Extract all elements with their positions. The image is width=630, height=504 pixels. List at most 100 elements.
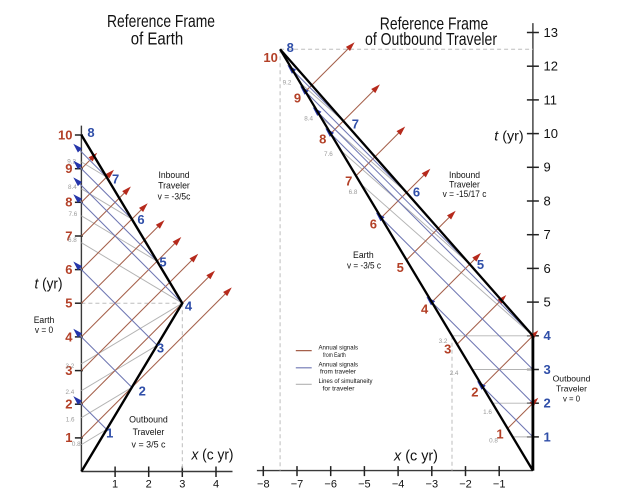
svg-text:−8: −8 [257,479,270,491]
svg-text:8: 8 [87,125,94,140]
svg-text:t (yr): t (yr) [35,277,63,293]
svg-text:−4: −4 [392,479,405,491]
svg-text:of Outbound Traveler: of Outbound Traveler [365,29,497,49]
svg-text:4: 4 [213,479,219,491]
svg-text:2.4: 2.4 [450,370,459,377]
svg-text:v = 0: v = 0 [35,325,53,336]
svg-text:−3: −3 [426,479,439,491]
svg-text:Inbound: Inbound [449,170,480,180]
svg-text:6: 6 [544,261,551,276]
svg-text:9.2: 9.2 [283,79,292,86]
svg-text:from Earth: from Earth [323,352,346,359]
svg-text:2.4: 2.4 [66,389,75,396]
svg-text:t (yr): t (yr) [494,128,523,144]
svg-text:8.4: 8.4 [68,184,77,191]
svg-text:7: 7 [345,174,352,189]
svg-text:x (c yr): x (c yr) [393,449,438,465]
svg-text:−2: −2 [459,479,472,491]
svg-text:Traveler: Traveler [449,180,480,190]
svg-text:Earth: Earth [353,250,374,261]
svg-text:1: 1 [544,429,551,444]
svg-text:of Earth: of Earth [131,29,184,49]
svg-text:Inbound: Inbound [159,170,190,181]
svg-text:9: 9 [544,160,551,175]
svg-text:Annual signals: Annual signals [319,361,359,368]
svg-text:3: 3 [179,479,185,491]
svg-text:5: 5 [397,260,404,275]
svg-text:−6: −6 [324,479,337,491]
svg-text:8: 8 [287,40,294,55]
svg-text:5: 5 [65,296,72,311]
svg-text:10: 10 [263,50,277,65]
svg-text:6.8: 6.8 [349,189,358,196]
svg-text:6: 6 [137,212,144,227]
svg-text:4: 4 [185,299,193,314]
svg-text:7: 7 [544,227,551,242]
svg-text:3.2: 3.2 [439,338,448,345]
svg-text:7: 7 [65,228,72,243]
svg-text:1.6: 1.6 [66,417,75,424]
svg-text:v = 3/5 c: v = 3/5 c [132,440,166,451]
svg-text:Reference Frame: Reference Frame [107,11,215,31]
svg-text:v = -3/5 c: v = -3/5 c [347,260,381,271]
svg-text:v = 0: v = 0 [563,394,580,404]
svg-text:−5: −5 [358,479,371,491]
svg-text:Traveler: Traveler [158,180,190,191]
svg-text:8: 8 [544,193,551,208]
svg-text:1: 1 [496,426,503,441]
svg-text:Traveler: Traveler [133,427,165,438]
svg-text:Lines of simultaneity: Lines of simultaneity [319,378,374,385]
svg-text:Earth: Earth [34,315,55,326]
svg-text:13: 13 [544,25,558,40]
svg-text:8.4: 8.4 [304,115,313,122]
svg-text:3: 3 [157,340,164,355]
svg-text:1.6: 1.6 [483,409,492,416]
svg-text:6.8: 6.8 [68,237,77,244]
svg-text:7: 7 [112,171,119,186]
svg-text:4: 4 [65,329,73,344]
svg-text:Reference Frame: Reference Frame [380,13,489,33]
svg-text:1: 1 [65,430,72,445]
svg-text:Annual signals: Annual signals [319,345,359,352]
svg-text:5: 5 [544,295,551,310]
svg-text:5: 5 [159,254,166,269]
svg-text:8: 8 [65,195,72,210]
svg-text:Outbound: Outbound [553,374,591,384]
svg-text:10: 10 [544,126,558,141]
svg-text:12: 12 [544,59,558,74]
svg-text:for traveler: for traveler [323,385,356,392]
svg-text:−1: −1 [493,479,506,491]
svg-text:v = -3/5c: v = -3/5c [158,191,191,202]
svg-text:6: 6 [65,262,72,277]
svg-text:9: 9 [294,91,301,106]
svg-text:−7: −7 [291,479,304,491]
svg-text:2: 2 [544,396,551,411]
svg-text:6: 6 [413,184,420,199]
svg-text:9: 9 [65,161,72,176]
svg-text:v = -15/17 c: v = -15/17 c [443,189,487,199]
svg-text:8: 8 [319,132,326,147]
svg-text:4: 4 [421,302,429,317]
svg-text:Outbound: Outbound [129,414,168,425]
svg-text:3.2: 3.2 [66,363,75,370]
svg-text:7.6: 7.6 [324,151,333,158]
svg-text:10: 10 [58,127,72,142]
svg-text:9.2: 9.2 [67,159,76,166]
svg-text:7: 7 [352,117,359,132]
svg-text:4: 4 [544,328,552,343]
svg-text:5: 5 [477,257,484,272]
svg-text:2: 2 [471,384,478,399]
svg-text:2: 2 [146,479,152,491]
svg-text:1: 1 [112,479,118,491]
svg-text:2: 2 [139,384,146,399]
svg-text:Traveler: Traveler [556,384,587,394]
svg-text:3: 3 [544,362,551,377]
svg-text:1: 1 [106,426,113,441]
svg-text:7.6: 7.6 [69,211,78,218]
svg-text:from traveler: from traveler [320,369,357,376]
svg-text:3: 3 [65,363,72,378]
svg-text:3: 3 [444,342,451,357]
svg-text:6: 6 [370,216,377,231]
svg-text:11: 11 [544,92,558,107]
svg-text:2: 2 [65,397,72,412]
